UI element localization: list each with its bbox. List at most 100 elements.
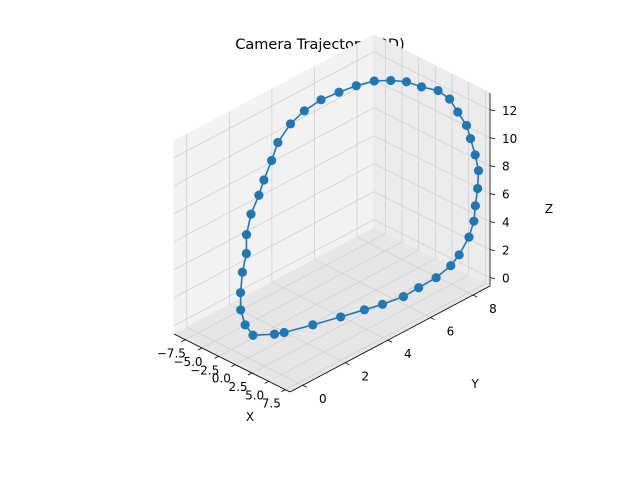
grid-line-y-floor	[271, 281, 389, 341]
grid-line-x-floor	[285, 283, 486, 391]
grid-line-z-back	[373, 107, 491, 167]
y-tick-mark	[472, 294, 478, 298]
x-tick-mark	[231, 364, 236, 368]
grid-line-z-left	[173, 79, 375, 187]
grid-line-z-left	[173, 163, 375, 271]
y-tick-mark	[345, 362, 350, 366]
z-tick-label: 10	[502, 132, 517, 146]
trajectory-point	[267, 155, 277, 166]
x-tick-mark	[214, 355, 219, 359]
trajectory-point	[316, 95, 326, 105]
y-tick-label: 8	[489, 302, 497, 316]
trajectory-point	[401, 77, 412, 87]
y-tick-label: 6	[447, 325, 455, 339]
y-tick-label: 0	[319, 392, 327, 406]
x-tick-mark	[197, 347, 203, 351]
trajectory-point	[369, 76, 379, 86]
axis-panes	[172, 34, 492, 393]
x-axis-line	[173, 333, 291, 393]
trajectory-point	[416, 82, 427, 92]
trajectory-point	[461, 120, 472, 131]
trajectory-point	[273, 137, 283, 148]
trajectory-point	[334, 87, 344, 97]
z-tick-mark	[489, 193, 496, 196]
trajectory-point	[431, 273, 441, 283]
y-tick-mark	[430, 317, 435, 320]
x-tick-mark	[264, 380, 269, 384]
trajectory-point	[336, 312, 346, 322]
y-tick-label: 4	[404, 347, 412, 361]
x-tick-label: 0.0	[212, 372, 231, 386]
trajectory-point	[377, 299, 388, 309]
grid-line-y-floor	[314, 259, 431, 318]
trajectory-point	[259, 175, 269, 185]
trajectory-point	[241, 248, 251, 259]
y-axis-line	[289, 285, 491, 393]
grid-line-z-back	[373, 163, 491, 223]
x-tick-label: −7.5	[157, 347, 186, 361]
z-tick-mark	[489, 221, 496, 224]
trajectory-point	[248, 330, 258, 340]
grid-line-x-floor	[268, 274, 469, 382]
grid-line-y-floor	[186, 326, 303, 386]
trajectory-point	[469, 216, 479, 226]
z-tick-mark	[489, 277, 496, 280]
trajectory-point	[241, 229, 252, 240]
trajectory-point	[473, 183, 483, 194]
x-axis-label: X	[246, 410, 254, 424]
y-axis-label: Y	[470, 377, 479, 391]
x-tick-mark	[281, 389, 286, 393]
trajectory-point	[285, 119, 296, 129]
trajectory-point	[470, 201, 480, 211]
grid-line-z-left	[173, 135, 375, 243]
trajectory-point	[454, 250, 464, 260]
trajectory-point	[279, 327, 289, 338]
trajectory-point	[453, 107, 463, 117]
trajectory-point	[235, 288, 246, 298]
axis-lines	[173, 93, 496, 393]
trajectory-point	[236, 305, 246, 315]
z-tick-label: 8	[502, 160, 510, 174]
trajectory-point	[414, 283, 424, 293]
trajectory-series	[235, 75, 484, 340]
x-tick-mark	[181, 339, 186, 343]
trajectory-point	[464, 232, 474, 242]
trajectory-point	[308, 320, 318, 330]
x-tick-label: 7.5	[262, 397, 281, 411]
trajectory-point	[398, 292, 408, 302]
trajectory-point	[465, 134, 476, 144]
x-tick-label: 5.0	[245, 388, 264, 402]
trajectory-point	[237, 267, 247, 277]
z-tick-label: 4	[502, 216, 510, 230]
z-tick-mark	[489, 165, 496, 168]
trajectory-point	[269, 329, 280, 339]
grid-line-z-left	[173, 51, 375, 159]
tick-labels: −7.5−5.0−2.50.02.55.07.5 0 2 4 6 8 0 2 4 6 8 10 12	[157, 104, 518, 411]
z-axis-label: Z	[545, 202, 553, 216]
grid-line-z-back	[373, 135, 491, 195]
x-tick-label: −5.0	[173, 355, 202, 369]
trajectory-point	[445, 94, 455, 104]
grid-line-z-back	[373, 219, 491, 278]
trajectory-point	[240, 320, 250, 330]
trajectory-point	[386, 75, 396, 86]
z-tick-mark	[489, 249, 496, 252]
grid-line-y-floor	[356, 236, 474, 296]
trajectory-point	[473, 165, 484, 176]
grid-line-z-back	[373, 79, 491, 139]
z-tick-label: 12	[502, 104, 517, 118]
trajectory-point	[254, 190, 264, 200]
z-tick-label: 0	[502, 272, 510, 286]
x-tick-label: −2.5	[190, 363, 219, 377]
y-tick-label: 2	[361, 370, 369, 384]
z-tick-label: 6	[502, 188, 510, 202]
grid-line-x-floor	[185, 233, 386, 341]
x-tick-mark	[247, 372, 253, 376]
trajectory-point	[351, 81, 361, 91]
grid-line-z-left	[173, 219, 375, 326]
x-tick-label: 2.5	[228, 380, 247, 394]
grid-line-z-back	[373, 51, 491, 111]
trajectory-point	[433, 85, 443, 96]
